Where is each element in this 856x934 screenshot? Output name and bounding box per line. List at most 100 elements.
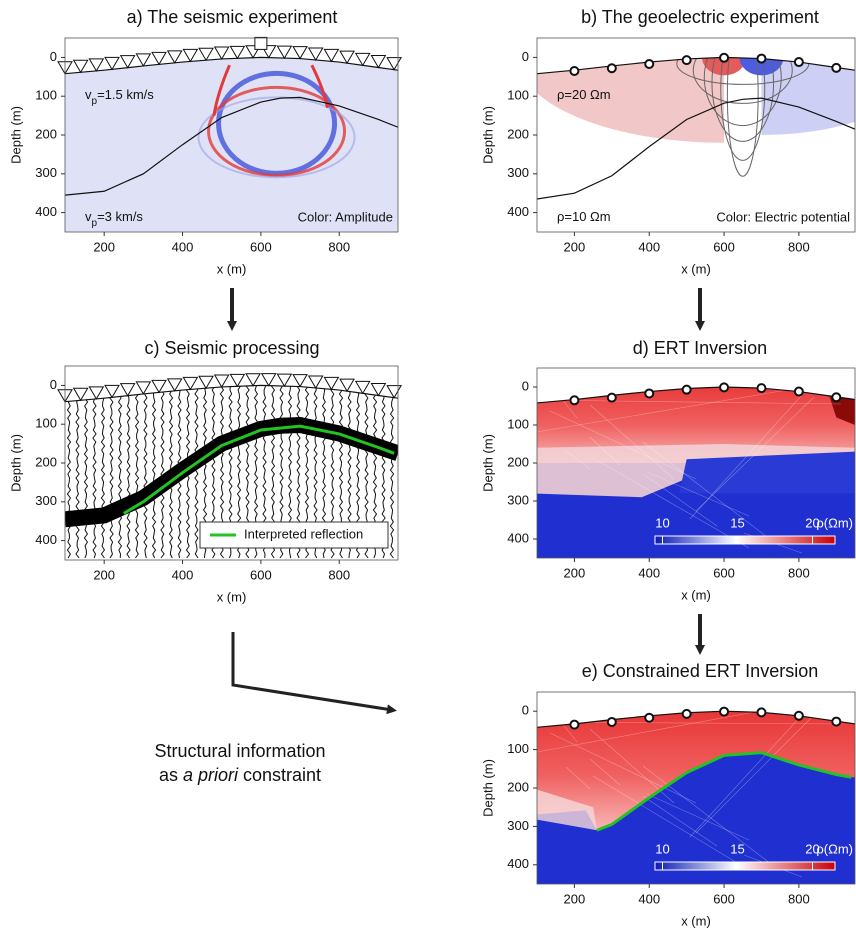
earth <box>537 387 855 558</box>
surface-line <box>65 56 398 75</box>
mesh-edge <box>642 441 772 541</box>
receiver <box>72 387 89 402</box>
receiver <box>307 47 324 61</box>
x-tick-label: 400 <box>638 565 660 580</box>
contour <box>703 57 782 127</box>
receiver <box>370 382 387 397</box>
mesh-edge <box>646 471 750 517</box>
surface-line <box>537 56 855 75</box>
medium <box>65 57 398 232</box>
x-axis-label: x (m) <box>217 589 247 604</box>
panel: b) The geoelectric experiment x (m) Depth … <box>480 7 856 276</box>
y-tick-label: 200 <box>35 126 57 141</box>
series-line <box>122 424 395 515</box>
x-tick-label: 400 <box>172 239 194 254</box>
y-tick-label: 400 <box>35 532 57 547</box>
colorbar-tick-label: 10 <box>655 515 669 530</box>
legend-label: Interpreted reflection <box>244 526 363 541</box>
receiver <box>307 375 324 389</box>
mesh-edge <box>565 450 591 470</box>
arrows <box>227 288 705 715</box>
electrode <box>644 388 655 399</box>
annotation: ρ=20 Ωm <box>557 88 611 103</box>
y-tick-label: 300 <box>35 493 57 508</box>
receiver <box>135 381 152 395</box>
electrode <box>644 712 655 723</box>
x-tick-label: 600 <box>713 891 735 906</box>
electrode <box>569 719 580 730</box>
panel-title: a) The seismic experiment <box>127 7 338 27</box>
mesh-edge <box>565 766 591 790</box>
contour <box>726 57 759 177</box>
wavefront <box>207 85 347 177</box>
interface-line <box>537 97 855 200</box>
electrode <box>793 710 804 721</box>
mesh-edge <box>695 714 815 834</box>
plot-area <box>537 386 855 558</box>
receiver <box>151 379 167 394</box>
y-tick-label: 200 <box>35 454 57 469</box>
y-tick-label: 400 <box>507 856 529 871</box>
negative-field <box>761 57 855 135</box>
x-axis-label: x (m) <box>681 261 711 276</box>
plot-area <box>537 710 855 884</box>
x-tick-label: 200 <box>564 239 586 254</box>
anomaly <box>828 394 855 425</box>
receiver <box>276 45 293 60</box>
surface-line <box>537 710 855 728</box>
earth <box>537 57 855 232</box>
electrode <box>831 716 842 727</box>
receiver <box>339 50 355 65</box>
earth <box>537 711 855 884</box>
receiver <box>104 384 120 399</box>
annotation: vp=3 km/s <box>85 209 143 229</box>
mesh-edge <box>549 410 697 480</box>
x-tick-label: 600 <box>250 239 272 254</box>
mesh-edge <box>642 795 718 847</box>
y-tick-label: 400 <box>35 204 57 219</box>
electrode <box>756 53 767 64</box>
receiver <box>198 47 214 62</box>
x-tick-label: 600 <box>713 565 735 580</box>
panel: e) Constrained ERT Inversion x (m) Depth (… <box>480 661 856 928</box>
colorbar-tick-label: 10 <box>655 841 669 856</box>
panel-title: c) Seismic processing <box>144 338 319 358</box>
x-tick-label: 600 <box>713 239 735 254</box>
note-line: Structural information <box>154 741 325 761</box>
trace <box>100 385 106 559</box>
mesh-edge <box>537 711 788 753</box>
y-tick-label: 0 <box>522 49 529 64</box>
receiver <box>386 57 402 71</box>
x-tick-label: 600 <box>250 567 272 582</box>
x-tick-label: 800 <box>788 565 810 580</box>
receiver <box>260 373 277 387</box>
mesh-edge <box>592 775 750 871</box>
y-axis-label: Depth (m) <box>480 759 495 817</box>
positive-field <box>537 57 725 143</box>
receiver <box>198 375 214 390</box>
electrode <box>831 62 842 73</box>
receiver <box>370 54 387 69</box>
mesh-edge <box>642 765 772 865</box>
x-tick-label: 200 <box>564 891 586 906</box>
x-tick-label: 200 <box>93 239 115 254</box>
x-axis-label: x (m) <box>681 587 711 602</box>
x-tick-label: 400 <box>638 891 660 906</box>
trace <box>168 385 174 559</box>
transition <box>537 788 597 831</box>
receiver <box>119 383 136 397</box>
y-axis-label: Depth (m) <box>480 434 495 492</box>
annotation-part: v <box>85 88 92 103</box>
panel-title: e) Constrained ERT Inversion <box>582 661 818 681</box>
receiver <box>88 58 105 72</box>
electrode <box>681 708 692 719</box>
annotation-part: =1.5 km/s <box>97 88 154 103</box>
y-tick-label: 0 <box>522 378 529 393</box>
y-tick-label: 100 <box>507 741 529 756</box>
series-line <box>596 751 852 832</box>
trace <box>177 385 182 559</box>
mesh-edge <box>642 473 718 527</box>
colorbar-tick-label: 20 <box>805 515 819 530</box>
